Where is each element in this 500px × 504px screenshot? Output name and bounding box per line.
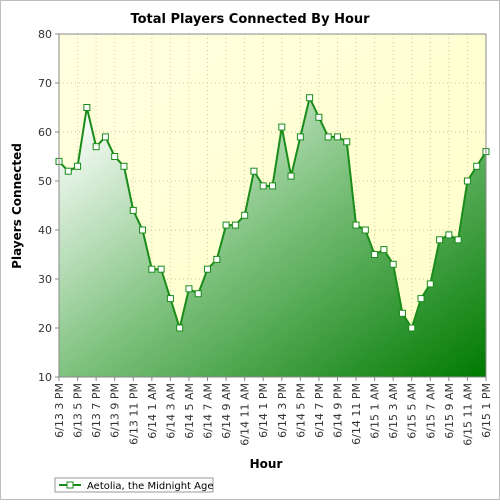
- data-point: [287, 172, 295, 180]
- data-point: [426, 280, 434, 288]
- x-tick-label: 6/15 7 AM: [424, 383, 437, 439]
- x-axis-label: Hour: [250, 457, 283, 471]
- data-point: [296, 133, 304, 141]
- data-point: [380, 246, 388, 254]
- y-tick-label: 70: [38, 77, 52, 90]
- data-point: [333, 133, 341, 141]
- data-point: [278, 123, 286, 131]
- x-tick-label: 6/14 5 PM: [294, 383, 307, 438]
- data-point: [148, 265, 156, 273]
- data-point: [92, 143, 100, 151]
- data-point: [101, 133, 109, 141]
- x-tick-label: 6/13 7 PM: [90, 383, 103, 438]
- data-point: [176, 324, 184, 332]
- data-point: [120, 162, 128, 170]
- data-point: [231, 221, 239, 229]
- series-area: [59, 97, 486, 377]
- data-point: [241, 211, 249, 219]
- x-tick-label: 6/15 3 AM: [387, 383, 400, 439]
- data-point: [64, 167, 72, 175]
- y-axis-label: Players Connected: [10, 143, 24, 269]
- x-tick-label: 6/15 1 AM: [369, 383, 382, 439]
- x-axis: 6/13 3 PM 6/13 5 PM 6/13 7 PM 6/13 9 PM 6/13…: [53, 377, 493, 446]
- legend-box: [54, 477, 214, 493]
- y-tick-label: 40: [38, 224, 52, 237]
- data-point: [250, 167, 258, 175]
- data-point: [315, 113, 323, 121]
- data-point: [343, 138, 351, 146]
- x-tick-label: 6/14 7 PM: [313, 383, 326, 438]
- x-tick-label: 6/14 1 PM: [257, 383, 270, 438]
- legend-swatch-marker: [66, 481, 74, 489]
- y-tick-label: 60: [38, 126, 52, 139]
- y-tick-label: 10: [38, 371, 52, 384]
- data-point: [83, 104, 91, 111]
- x-tick-label: 6/15 5 AM: [406, 383, 419, 439]
- data-point: [417, 295, 425, 303]
- x-tick-label: 6/13 9 PM: [109, 383, 122, 438]
- data-point: [269, 182, 276, 190]
- data-point: [436, 236, 444, 244]
- x-tick-label: 6/13 3 PM: [53, 383, 66, 438]
- data-point: [454, 236, 462, 244]
- data-point: [389, 260, 397, 268]
- data-point: [408, 324, 416, 332]
- data-point: [111, 153, 119, 160]
- x-tick-label: 6/14 9 AM: [220, 383, 233, 439]
- x-tick-label: 6/15 9 AM: [443, 383, 456, 439]
- x-tick-label: 6/14 1 AM: [146, 383, 159, 439]
- data-point: [445, 231, 453, 239]
- x-tick-label: 6/14 7 AM: [202, 383, 215, 439]
- data-point: [324, 133, 332, 141]
- data-point: [129, 206, 137, 214]
- x-tick-label: 6/15 1 PM: [480, 383, 493, 438]
- x-tick-label: 6/14 5 AM: [183, 383, 196, 439]
- data-point: [185, 285, 193, 293]
- x-tick-label: 6/14 11 PM: [350, 383, 363, 445]
- data-point: [204, 265, 212, 273]
- y-tick-label: 30: [38, 273, 52, 286]
- y-tick-label: 80: [38, 28, 52, 41]
- x-tick-label: 6/14 11 AM: [239, 383, 252, 446]
- legend-entry: Aetolia, the Midnight Age: [87, 481, 213, 492]
- data-point: [194, 290, 202, 298]
- data-point: [213, 255, 221, 263]
- x-tick-label: 6/13 5 PM: [72, 383, 85, 438]
- data-point: [157, 265, 165, 273]
- data-point: [473, 162, 481, 170]
- plot-frame: [58, 33, 487, 378]
- chart-title: Total Players Connected By Hour: [130, 12, 370, 27]
- data-point: [139, 226, 147, 234]
- data-point: [352, 221, 360, 229]
- data-point: [398, 309, 406, 317]
- data-point: [259, 182, 267, 190]
- legend: Aetolia, the Midnight Age: [54, 477, 214, 493]
- y-tick-label: 20: [38, 322, 52, 335]
- x-tick-label: 6/14 9 PM: [331, 383, 344, 438]
- x-tick-label: 6/13 11 PM: [127, 383, 140, 445]
- x-tick-label: 6/14 3 AM: [164, 383, 177, 439]
- data-point: [166, 295, 174, 303]
- x-tick-label: 6/15 11 AM: [461, 383, 474, 446]
- y-axis: 10 20 30 40 50 60 70 80: [38, 28, 59, 384]
- data-point: [74, 162, 82, 170]
- data-point: [371, 251, 379, 258]
- data-point: [306, 94, 314, 102]
- data-point: [361, 226, 369, 234]
- x-tick-label: 6/14 3 PM: [276, 383, 289, 438]
- data-point: [222, 221, 230, 229]
- data-point: [463, 177, 471, 185]
- y-tick-label: 50: [38, 175, 52, 188]
